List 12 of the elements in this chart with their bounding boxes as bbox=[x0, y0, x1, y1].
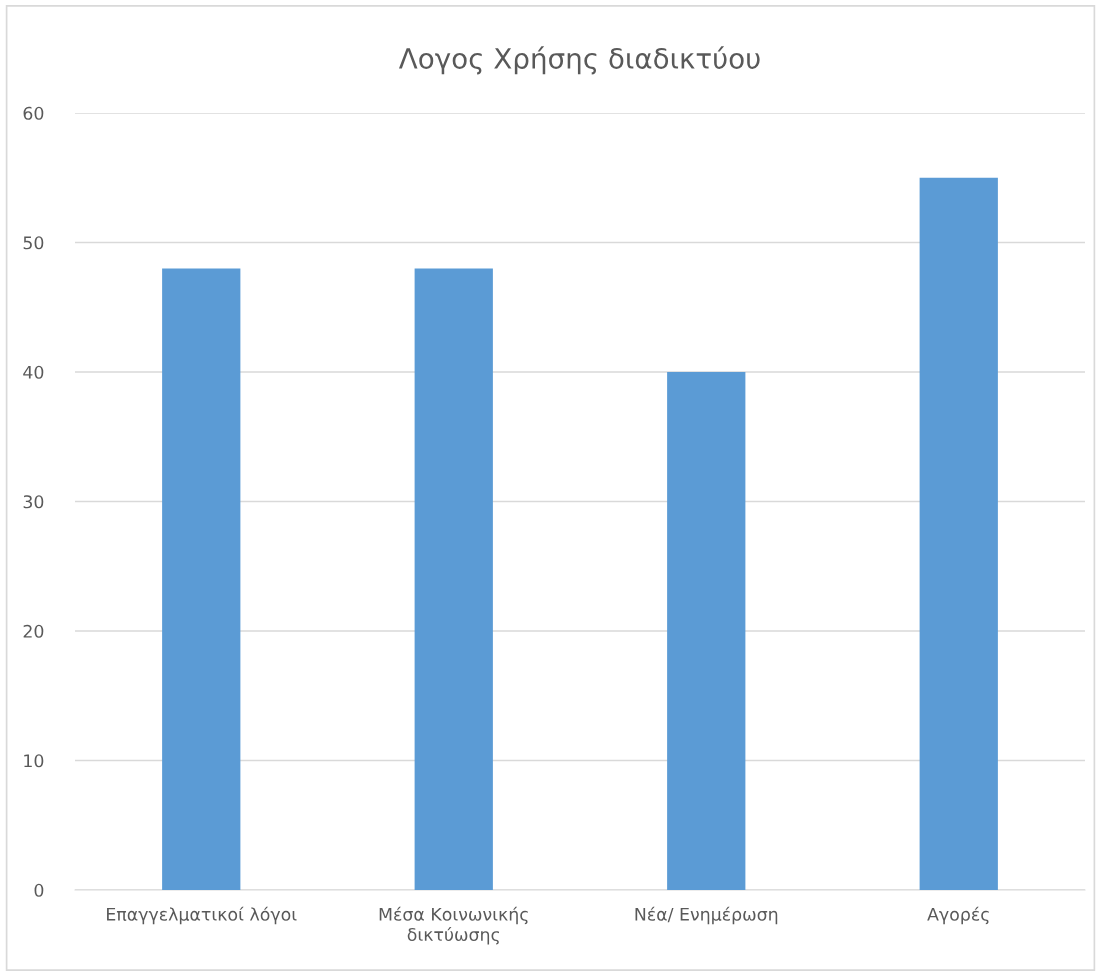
x-tick-label: Νέα/ Ενημέρωση bbox=[635, 906, 778, 925]
x-tick-label: Μέσα Κοινωνικής δικτύωσης bbox=[379, 906, 528, 945]
x-tick-label: Αγορές bbox=[927, 906, 989, 925]
y-tick-label: 20 bbox=[23, 624, 44, 638]
chart-title: Λογος Χρήσης διαδικτύου bbox=[398, 46, 760, 75]
y-tick-label: 50 bbox=[23, 236, 44, 250]
y-tick-label: 40 bbox=[23, 365, 44, 379]
y-tick-label: 60 bbox=[23, 106, 44, 120]
y-tick-label: 0 bbox=[34, 883, 44, 897]
x-tick-label: Επαγγελματικοί λόγοι bbox=[107, 906, 297, 925]
y-tick-label: 30 bbox=[23, 495, 44, 509]
y-tick-label: 10 bbox=[24, 754, 44, 768]
